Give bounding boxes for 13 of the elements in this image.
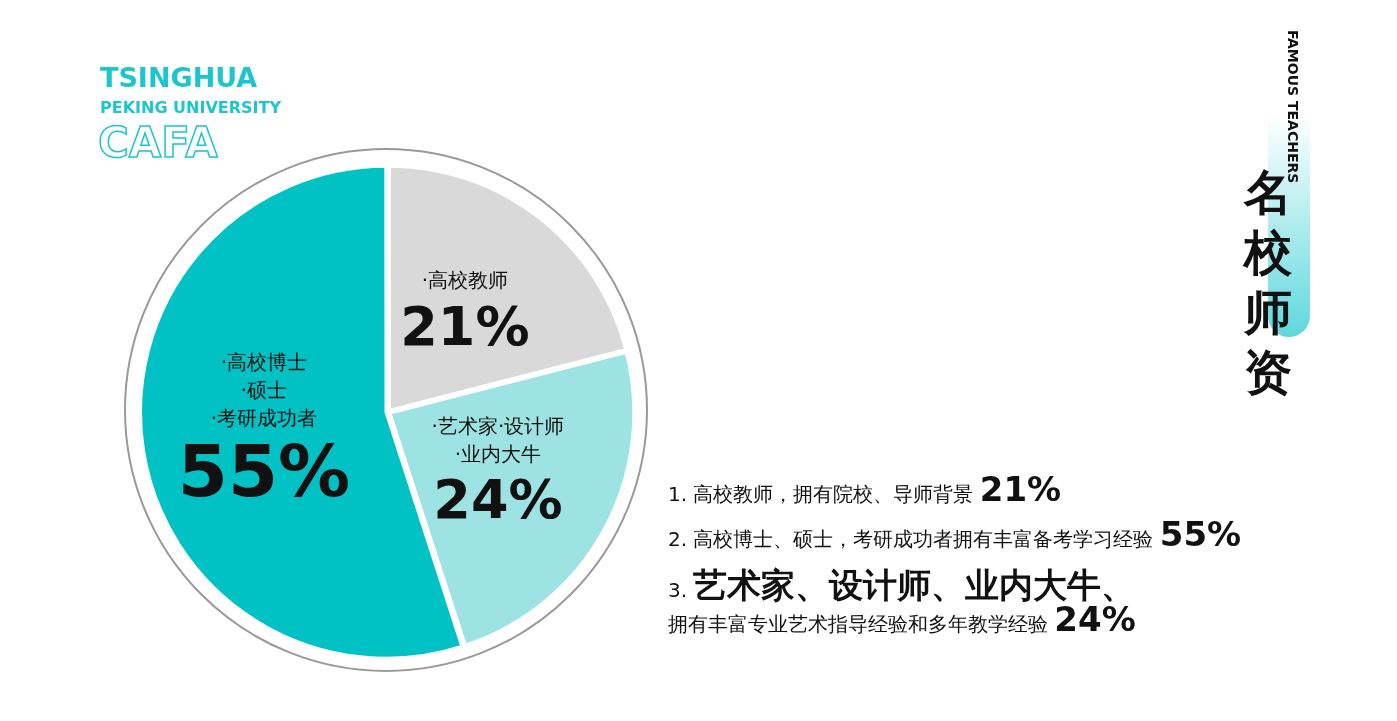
- text: PEKING UNIVERSITY: [100, 98, 282, 117]
- text: FAMOUS TEACHERS: [1285, 30, 1301, 184]
- slice-label: ·高校教师: [421, 268, 509, 293]
- data-label: 24%: [433, 468, 563, 532]
- data-label: 55%: [177, 429, 351, 514]
- text: 1. 高校教师，拥有院校、导师背景 21%: [668, 469, 1062, 511]
- text: TSINGHUA: [100, 62, 258, 93]
- data-label: 21%: [400, 294, 530, 358]
- text: 3. 艺术家、设计师、业内大牛、: [668, 565, 1136, 605]
- slice-label: ·高校博士 ·硕士 ·考研成功者: [210, 349, 318, 430]
- text: CAFA: [98, 118, 218, 167]
- slice-label: ·艺术家·设计师 ·业内大牛: [431, 413, 565, 466]
- text: 2. 高校博士、硕士，考研成功者拥有丰富备考学习经验 55%: [668, 514, 1242, 556]
